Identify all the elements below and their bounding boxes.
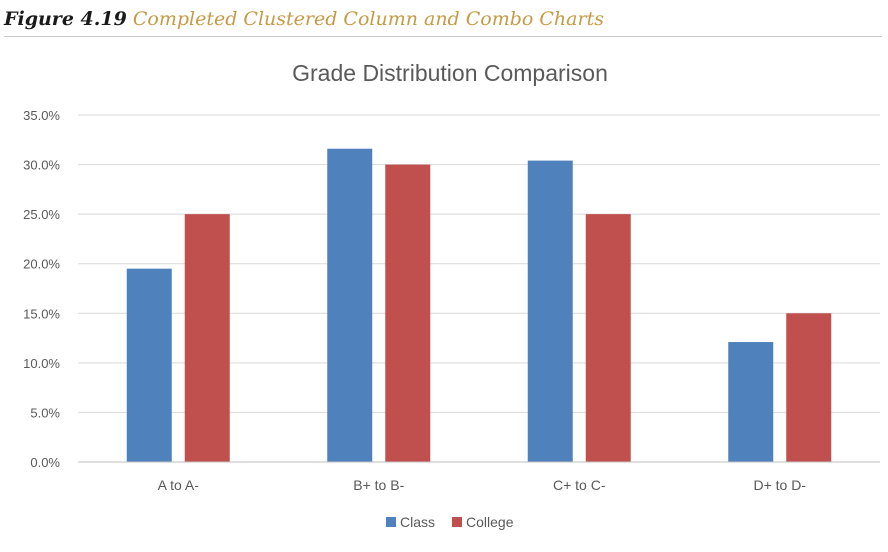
figure-number: Figure 4.19 (4, 8, 127, 30)
y-axis-tick-labels: 0.0% 5.0% 10.0% 15.0% 20.0% 25.0% 30.0% 35.0% (23, 108, 60, 470)
y-tick-label: 25.0% (23, 207, 60, 222)
bar-college-1 (385, 164, 431, 463)
bar-college-2 (585, 214, 631, 462)
bar-college-0 (184, 214, 230, 462)
bars (126, 148, 832, 463)
y-tick-label: 30.0% (23, 158, 60, 173)
y-tick-label: 10.0% (23, 356, 60, 371)
x-axis-tick-labels: A to A- B+ to B- C+ to C- D+ to D- (158, 477, 807, 493)
x-tick-label: B+ to B- (353, 477, 404, 493)
legend-label-class: Class (400, 514, 435, 530)
figure-caption: Figure 4.19 Completed Clustered Column a… (4, 6, 882, 37)
x-tick-label: D+ to D- (753, 477, 806, 493)
bar-class-1 (327, 148, 373, 463)
legend: Class College (386, 514, 514, 530)
legend-swatch-class (386, 517, 396, 527)
y-tick-label: 15.0% (23, 306, 60, 321)
bar-class-2 (527, 160, 573, 462)
x-tick-label: A to A- (158, 477, 200, 493)
bar-college-3 (786, 313, 832, 462)
y-tick-label: 20.0% (23, 257, 60, 272)
bar-class-3 (728, 342, 774, 462)
chart-title: Grade Distribution Comparison (292, 60, 608, 86)
y-tick-label: 0.0% (30, 455, 60, 470)
y-tick-label: 5.0% (30, 405, 60, 420)
figure-caption-text: Completed Clustered Column and Combo Cha… (132, 8, 604, 30)
legend-label-college: College (466, 514, 514, 530)
x-tick-label: C+ to C- (553, 477, 606, 493)
y-tick-label: 35.0% (23, 108, 60, 123)
legend-swatch-college (452, 517, 462, 527)
bar-class-0 (126, 268, 172, 462)
